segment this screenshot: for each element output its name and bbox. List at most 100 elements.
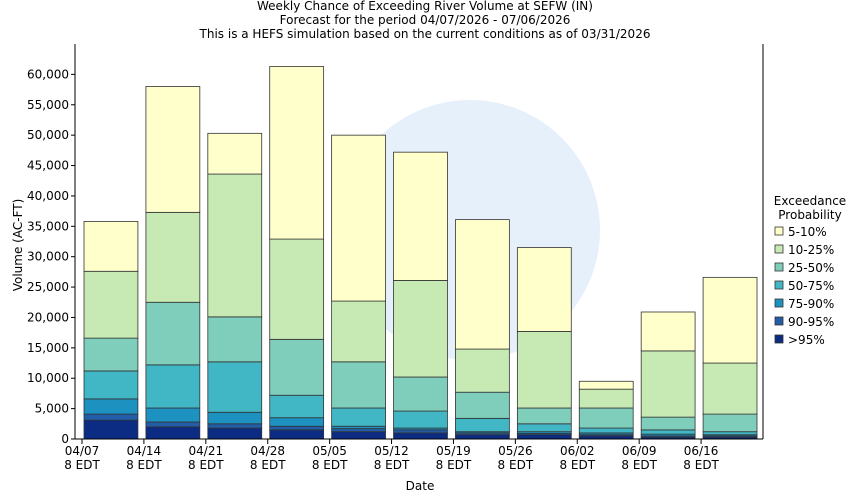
bar-segment — [207, 427, 263, 440]
x-tick-label: 06/02 — [560, 444, 595, 458]
bar-segment — [269, 429, 325, 440]
bar-segment — [269, 238, 325, 340]
y-tick-label: 35,000 — [27, 219, 69, 233]
bar-segment — [702, 276, 758, 364]
bar-segment — [207, 423, 263, 429]
x-tick-label: 8 EDT — [250, 458, 286, 472]
bar-segment — [393, 410, 448, 429]
x-tick-label: 8 EDT — [64, 458, 100, 472]
y-tick-label: 5,000 — [35, 402, 69, 416]
legend-label: 50-75% — [788, 279, 834, 293]
legend-swatch — [774, 244, 784, 254]
bar-segment — [145, 211, 201, 303]
bar-segment — [578, 380, 634, 390]
bar-segment — [393, 151, 448, 281]
x-tick-label: 8 EDT — [498, 458, 534, 472]
x-tick-label: 05/12 — [374, 444, 409, 458]
bar-segment — [640, 429, 696, 435]
x-tick-label: 06/16 — [684, 444, 719, 458]
bar-segment — [269, 394, 325, 419]
bar-segment — [83, 337, 139, 372]
x-tick-label: 05/05 — [312, 444, 347, 458]
legend-swatch — [774, 298, 784, 308]
x-tick-label: 04/21 — [189, 444, 224, 458]
x-tick-label: 8 EDT — [188, 458, 224, 472]
bar-segment — [702, 431, 758, 436]
y-tick-label: 0 — [61, 432, 69, 446]
bar-segment — [331, 300, 386, 363]
bar-segment — [145, 86, 201, 213]
y-tick-label: 60,000 — [27, 67, 69, 81]
bar-segment — [269, 338, 325, 396]
bar-segment — [640, 311, 696, 352]
legend-swatch — [774, 316, 784, 326]
bar-segment — [578, 388, 634, 409]
bar-segment — [83, 221, 139, 272]
bar-segment — [145, 426, 201, 440]
y-tick-label: 55,000 — [27, 98, 69, 112]
y-tick-label: 40,000 — [27, 189, 69, 203]
bar-segment — [83, 370, 139, 400]
y-tick-label: 15,000 — [27, 341, 69, 355]
legend-label: 90-95% — [788, 315, 834, 329]
bar-segment — [393, 376, 448, 412]
y-tick-label: 20,000 — [27, 310, 69, 324]
bar-segment — [207, 411, 263, 425]
bar-segment — [640, 416, 696, 431]
x-tick-label: 04/28 — [250, 444, 285, 458]
y-tick-label: 30,000 — [27, 250, 69, 264]
bar-segment — [331, 431, 386, 440]
bar-segment — [269, 425, 325, 431]
y-tick-label: 25,000 — [27, 280, 69, 294]
legend-label: 75-90% — [788, 297, 834, 311]
x-tick-label: 8 EDT — [126, 458, 162, 472]
bar-segment — [331, 361, 386, 409]
y-axis-label: Volume (AC-FT) — [11, 199, 25, 292]
x-tick-label: 04/07 — [65, 444, 100, 458]
x-tick-label: 05/26 — [498, 444, 533, 458]
bar-segment — [516, 407, 572, 425]
bar-segment — [516, 331, 572, 409]
bar-segment — [455, 434, 510, 440]
bar-segment — [578, 427, 634, 434]
bar-segment — [331, 428, 386, 433]
x-tick-label: 8 EDT — [374, 458, 410, 472]
bar-segment — [83, 419, 139, 440]
y-tick-label: 50,000 — [27, 128, 69, 142]
bar-segment — [207, 132, 263, 175]
bar-segment — [455, 417, 510, 433]
bar-segment — [207, 361, 263, 413]
legend-title: Exceedance — [774, 194, 846, 208]
x-tick-label: 05/19 — [436, 444, 471, 458]
bar-segment — [578, 407, 634, 429]
bar-segment — [145, 421, 201, 428]
bar-segment — [207, 173, 263, 318]
bar-segment — [516, 423, 572, 433]
x-tick-label: 04/14 — [127, 444, 162, 458]
legend-label: >95% — [788, 333, 825, 347]
legend-swatch — [774, 334, 784, 344]
x-tick-label: 8 EDT — [312, 458, 348, 472]
bar-segment — [516, 247, 572, 332]
bar-segment — [207, 316, 263, 363]
bar-segment — [702, 362, 758, 415]
legend-title: Probability — [778, 208, 841, 222]
chart-subtitle: Forecast for the period 04/07/2026 - 07/… — [280, 13, 571, 27]
bar-segment — [331, 407, 386, 427]
x-tick-label: 8 EDT — [683, 458, 719, 472]
y-tick-label: 45,000 — [27, 159, 69, 173]
x-tick-label: 06/09 — [622, 444, 657, 458]
bar-segment — [269, 417, 325, 427]
chart-title: Weekly Chance of Exceeding River Volume … — [257, 0, 593, 13]
bar-segment — [516, 434, 572, 440]
bar-segment — [393, 279, 448, 378]
bar-segment — [393, 432, 448, 440]
bar-segment — [702, 413, 758, 433]
legend-label: 5-10% — [788, 225, 827, 239]
x-tick-label: 8 EDT — [559, 458, 595, 472]
x-tick-label: 8 EDT — [436, 458, 472, 472]
y-tick-label: 10,000 — [27, 371, 69, 385]
legend-swatch — [774, 226, 784, 236]
bar-segment — [393, 429, 448, 434]
